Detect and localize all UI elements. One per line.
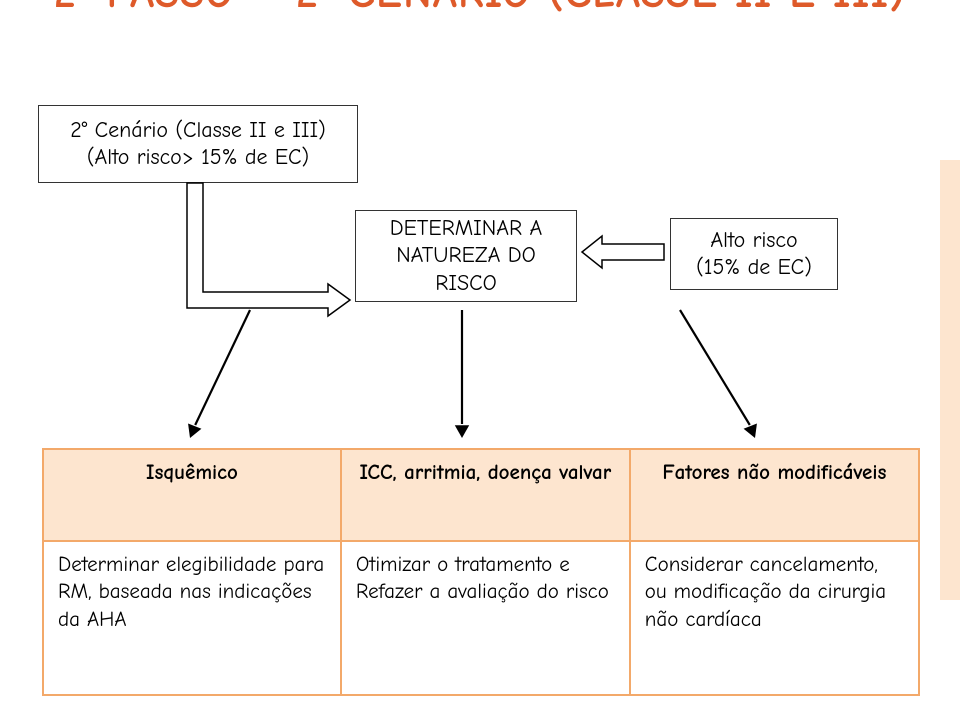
- box-highrisk: Alto risco (15% de EC): [670, 218, 838, 290]
- box-scenario: 2° Cenário (Classe II e III) (Alto risco…: [38, 105, 358, 183]
- cell-icc: Otimizar o tratamento e Refazer a avalia…: [341, 541, 630, 695]
- cell-ischemic: Determinar elegibilidade para RM, basead…: [43, 541, 341, 695]
- box-determine: DETERMINAR A NATUREZA DO RISCO: [355, 210, 577, 302]
- table-body-row: Determinar elegibilidade para RM, basead…: [43, 541, 919, 695]
- cell-nonmod: Considerar cancelamento, ou modificação …: [630, 541, 919, 695]
- col-header-ischemic: Isquêmico: [43, 449, 341, 541]
- col-header-icc: ICC, arritmia, doença valvar: [341, 449, 630, 541]
- col-header-nonmod: Fatores não modificáveis: [630, 449, 919, 541]
- side-panel: [940, 160, 960, 600]
- slide: 2° PASSO – 2° CENÁRIO (CLASSE II E III) …: [0, 0, 960, 720]
- page-title: 2° PASSO – 2° CENÁRIO (CLASSE II E III): [0, 0, 960, 16]
- table-header-row: Isquêmico ICC, arritmia, doença valvar F…: [43, 449, 919, 541]
- risk-table: Isquêmico ICC, arritmia, doença valvar F…: [42, 448, 920, 696]
